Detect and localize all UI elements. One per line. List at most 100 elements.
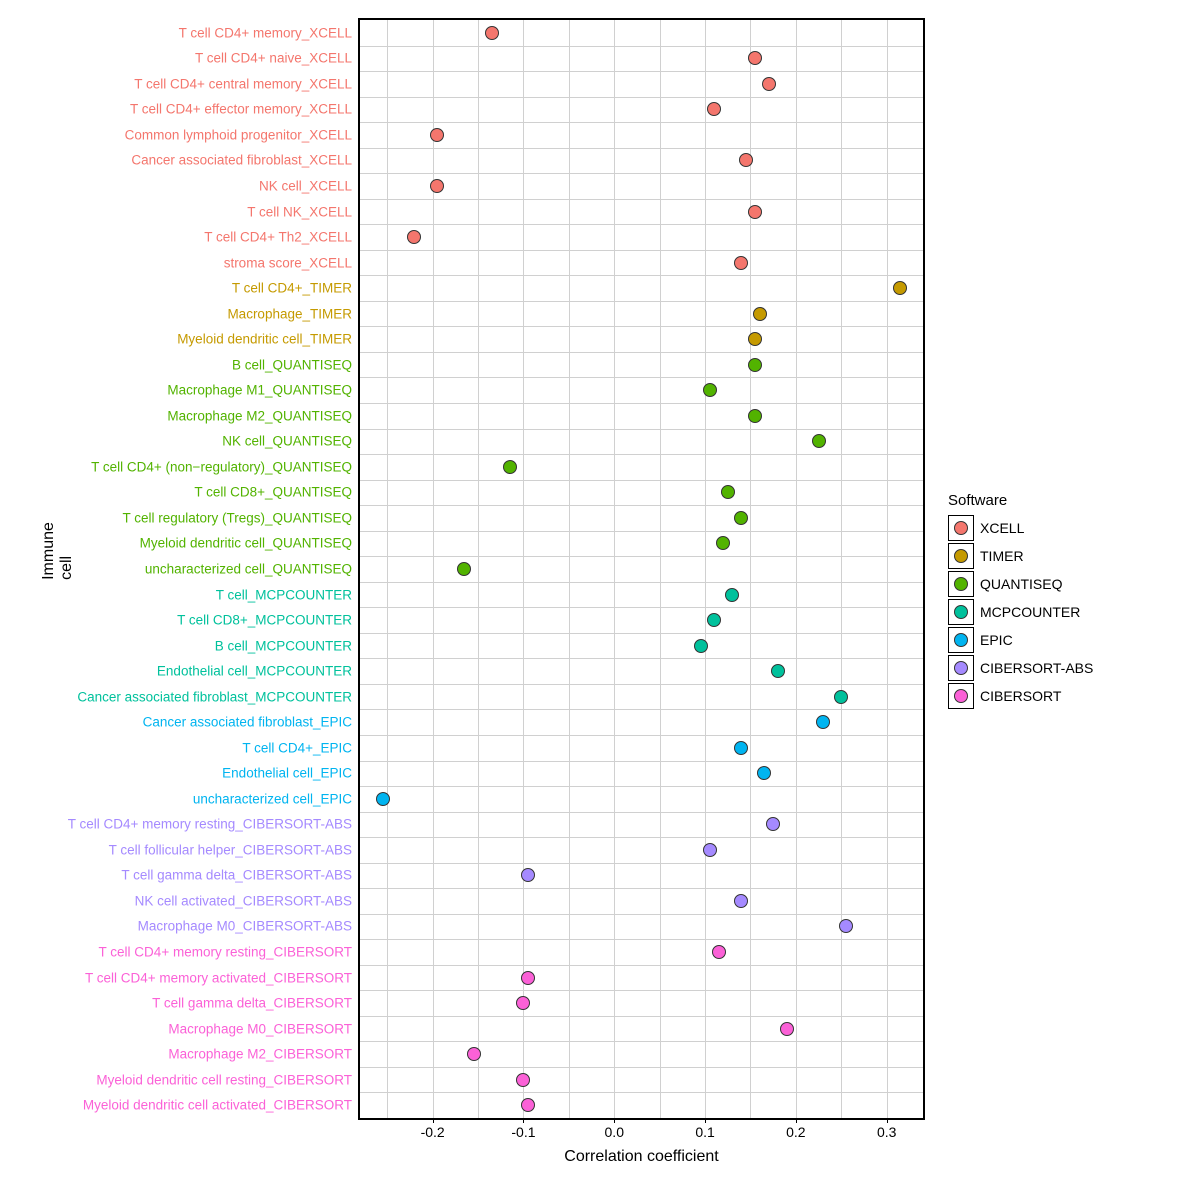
gridline-h <box>360 812 923 813</box>
legend-label: EPIC <box>980 632 1013 648</box>
gridline-h <box>360 888 923 889</box>
data-point <box>748 358 762 372</box>
gridline-h <box>360 863 923 864</box>
legend: Software XCELLTIMERQUANTISEQMCPCOUNTEREP… <box>948 492 1093 711</box>
data-point <box>716 536 730 550</box>
data-point <box>721 485 735 499</box>
x-tick-label: -0.2 <box>421 1124 445 1140</box>
gridline-v <box>750 20 751 1118</box>
legend-swatch <box>948 655 974 681</box>
legend-item: XCELL <box>948 515 1093 541</box>
gridline-h <box>360 97 923 98</box>
gridline-h <box>360 1016 923 1017</box>
data-point <box>753 307 767 321</box>
y-axis-label: B cell_MCPCOUNTER <box>215 639 360 653</box>
data-point <box>734 894 748 908</box>
gridline-v <box>569 20 570 1118</box>
gridline-h <box>360 939 923 940</box>
legend-swatch <box>948 571 974 597</box>
data-point <box>407 230 421 244</box>
plot-area: Correlation coefficient Immune cell -0.2… <box>358 18 925 1120</box>
y-axis-label: T cell CD8+_MCPCOUNTER <box>177 613 360 627</box>
x-tick-mark <box>433 1118 434 1123</box>
data-point <box>734 511 748 525</box>
gridline-h <box>360 429 923 430</box>
y-axis-label: T cell CD4+ memory resting_CIBERSORT <box>99 945 360 959</box>
y-axis-label: T cell_MCPCOUNTER <box>216 588 360 602</box>
legend-label: TIMER <box>980 548 1024 564</box>
data-point <box>780 1022 794 1036</box>
y-axis-label: uncharacterized cell_QUANTISEQ <box>145 562 360 576</box>
gridline-h <box>360 275 923 276</box>
gridline-h <box>360 480 923 481</box>
gridline-v <box>705 20 706 1118</box>
legend-label: CIBERSORT <box>980 688 1061 704</box>
data-point <box>748 332 762 346</box>
x-tick-mark <box>887 1118 888 1123</box>
legend-swatch <box>948 515 974 541</box>
data-point <box>703 843 717 857</box>
gridline-h <box>360 761 923 762</box>
legend-swatch <box>948 683 974 709</box>
data-point <box>521 971 535 985</box>
gridline-h <box>360 837 923 838</box>
data-point <box>812 434 826 448</box>
data-point <box>485 26 499 40</box>
data-point <box>516 1073 530 1087</box>
y-axis-label: Cancer associated fibroblast_EPIC <box>143 715 360 729</box>
y-axis-label: uncharacterized cell_EPIC <box>193 792 360 806</box>
gridline-h <box>360 658 923 659</box>
legend-dot-icon <box>954 577 968 591</box>
data-point <box>376 792 390 806</box>
legend-item: MCPCOUNTER <box>948 599 1093 625</box>
y-axis-label: T cell CD4+ Th2_XCELL <box>204 230 360 244</box>
legend-item: CIBERSORT <box>948 683 1093 709</box>
data-point <box>748 409 762 423</box>
y-axis-label: Cancer associated fibroblast_XCELL <box>131 154 360 168</box>
data-point <box>766 817 780 831</box>
gridline-h <box>360 148 923 149</box>
legend-dot-icon <box>954 661 968 675</box>
gridline-h <box>360 224 923 225</box>
y-axis-label: T cell CD8+_QUANTISEQ <box>194 486 360 500</box>
data-point <box>734 741 748 755</box>
data-point <box>739 153 753 167</box>
gridline-h <box>360 582 923 583</box>
legend-dot-icon <box>954 689 968 703</box>
y-axis-label: T cell CD4+ memory activated_CIBERSORT <box>85 971 360 985</box>
x-tick-label: 0.1 <box>695 1124 714 1140</box>
x-axis-title: Correlation coefficient <box>564 1148 718 1166</box>
data-point <box>457 562 471 576</box>
gridline-h <box>360 250 923 251</box>
y-axis-label: T cell gamma delta_CIBERSORT-ABS <box>121 869 360 883</box>
gridline-h <box>360 684 923 685</box>
x-tick-label: 0.2 <box>786 1124 805 1140</box>
y-axis-label: T cell follicular helper_CIBERSORT-ABS <box>109 843 360 857</box>
legend-swatch <box>948 599 974 625</box>
y-axis-label: Endothelial cell_EPIC <box>222 767 360 781</box>
data-point <box>503 460 517 474</box>
y-axis-label: T cell gamma delta_CIBERSORT <box>152 996 360 1010</box>
x-tick-mark <box>705 1118 706 1123</box>
data-point <box>748 205 762 219</box>
y-axis-label: Endothelial cell_MCPCOUNTER <box>157 664 360 678</box>
y-axis-label: T cell CD4+_EPIC <box>242 741 360 755</box>
y-axis-label: T cell CD4+ naive_XCELL <box>195 52 360 66</box>
data-point <box>839 919 853 933</box>
y-axis-label: Macrophage_TIMER <box>227 307 360 321</box>
gridline-h <box>360 71 923 72</box>
data-point <box>707 613 721 627</box>
x-tick-label: 0.0 <box>605 1124 624 1140</box>
y-axis-label: T cell CD4+_TIMER <box>232 281 360 295</box>
legend-dot-icon <box>954 605 968 619</box>
legend-item: EPIC <box>948 627 1093 653</box>
gridline-v <box>478 20 479 1118</box>
gridline-h <box>360 735 923 736</box>
y-axis-label: NK cell_XCELL <box>259 179 360 193</box>
y-axis-label: T cell CD4+ memory resting_CIBERSORT-ABS <box>68 818 360 832</box>
data-point <box>703 383 717 397</box>
x-tick-mark <box>523 1118 524 1123</box>
data-point <box>734 256 748 270</box>
data-point <box>521 868 535 882</box>
gridline-v <box>614 20 615 1118</box>
